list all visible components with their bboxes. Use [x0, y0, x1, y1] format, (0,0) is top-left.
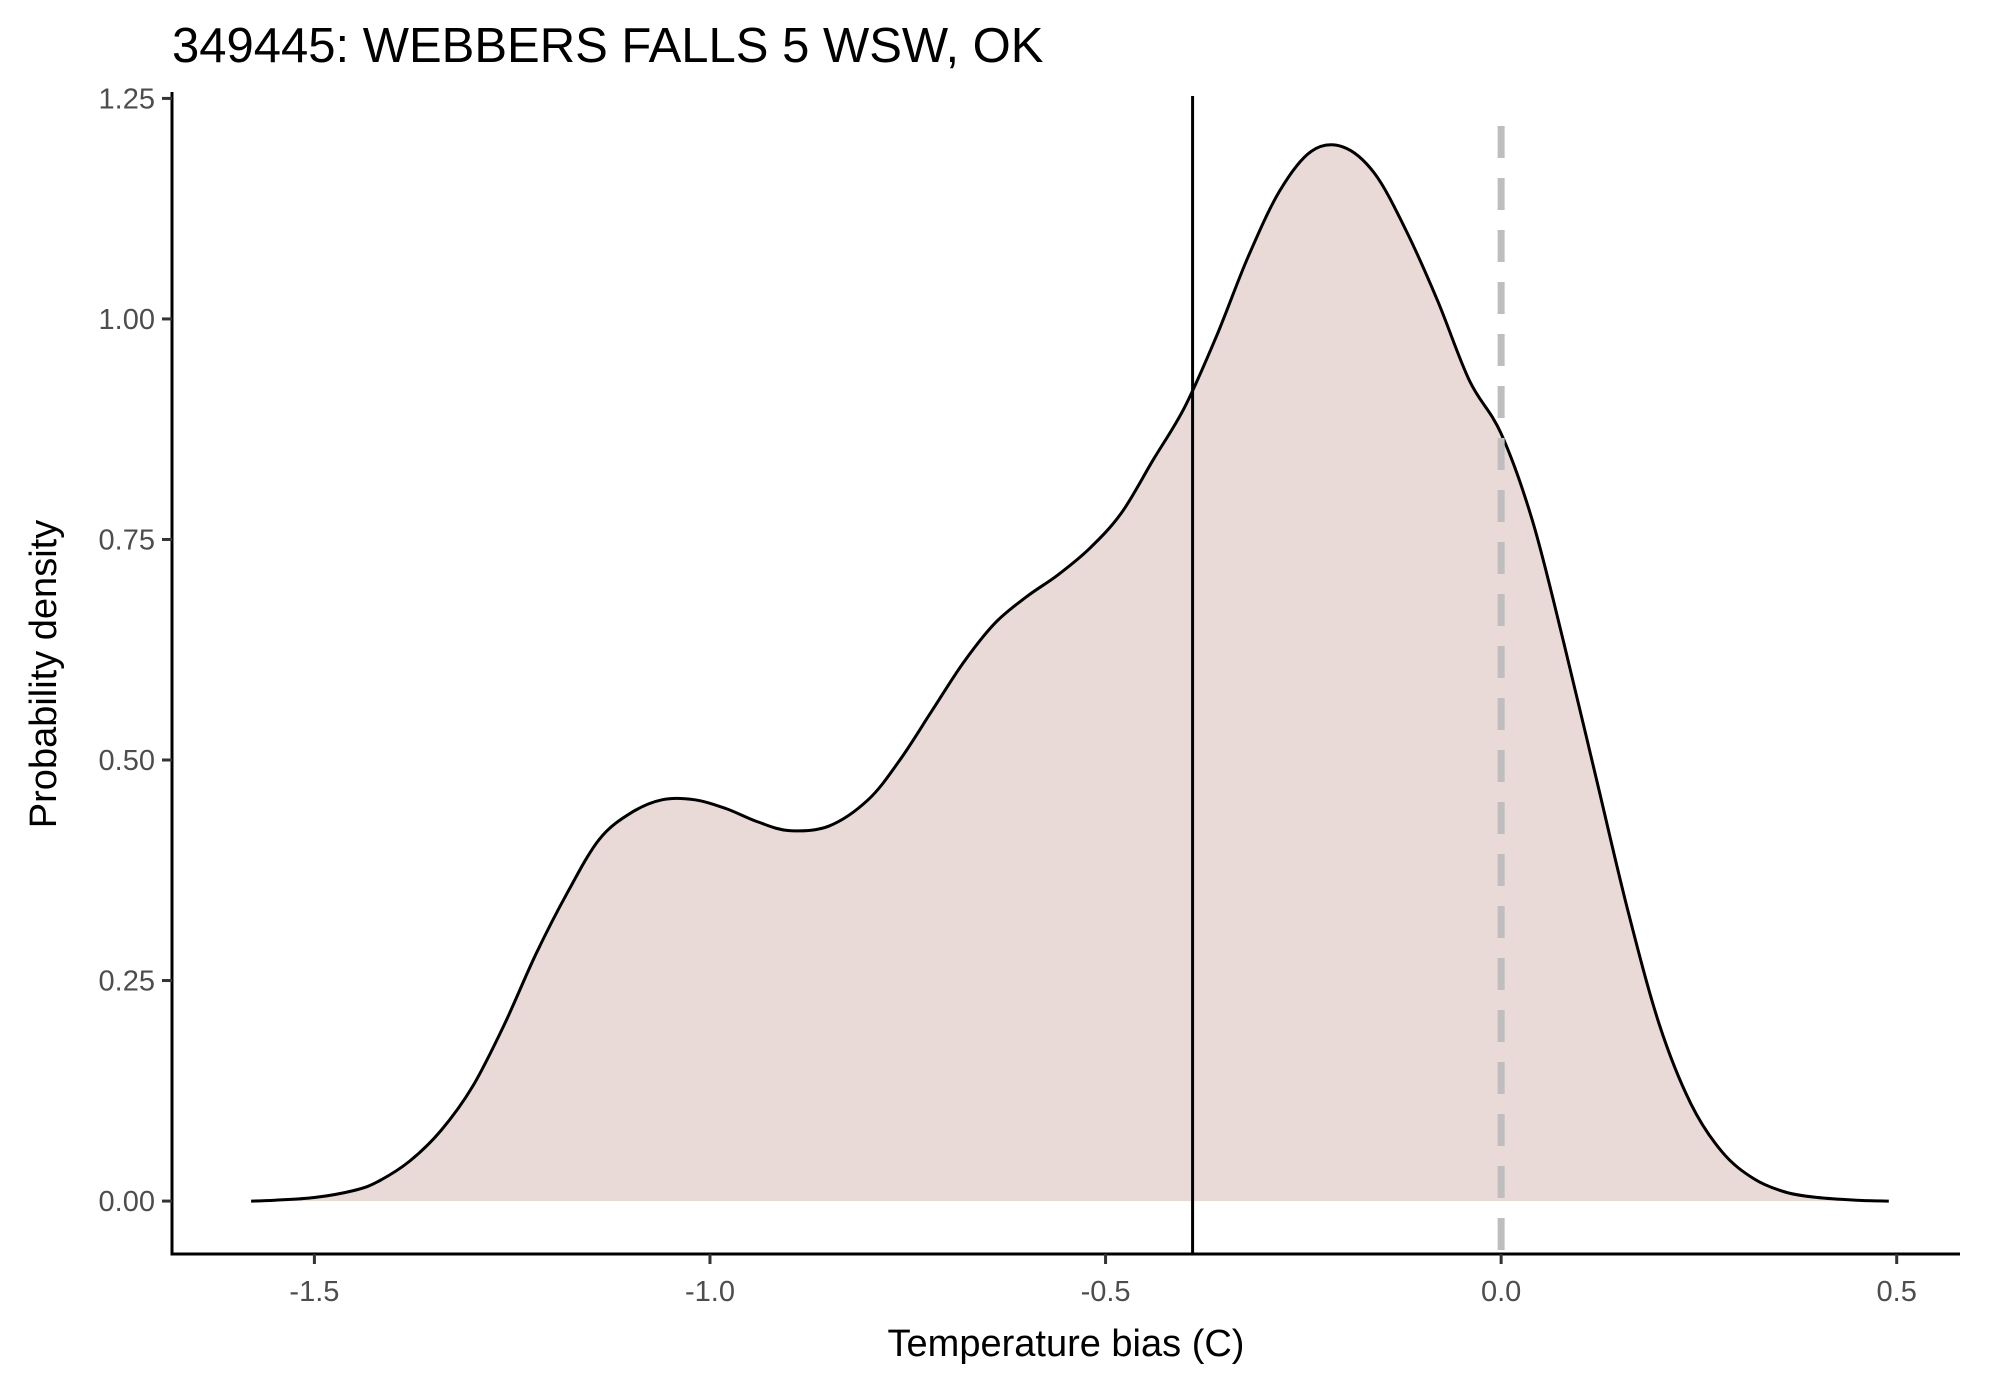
y-tick-label: 1.00: [99, 304, 155, 336]
chart-title: 349445: WEBBERS FALLS 5 WSW, OK: [172, 19, 1044, 73]
x-tick-label: -0.5: [1081, 1276, 1131, 1308]
x-tick-label: -1.5: [289, 1276, 339, 1308]
x-tick-label: 0.0: [1481, 1276, 1521, 1308]
x-axis-title: Temperature bias (C): [888, 1323, 1245, 1365]
y-tick-label: 1.25: [99, 83, 155, 115]
y-tick-label: 0.75: [99, 524, 155, 556]
y-tick-label: 0.00: [99, 1186, 155, 1218]
x-tick-label: 0.5: [1877, 1276, 1917, 1308]
density-fill-area: [251, 144, 1889, 1202]
y-axis-title: Probability density: [23, 520, 65, 828]
x-axis: -1.5 -1.0 -0.5 0.0 0.5: [170, 1252, 1960, 1308]
y-tick-label: 0.50: [99, 745, 155, 777]
x-tick-label: -1.0: [685, 1276, 735, 1308]
y-tick-label: 0.25: [99, 966, 155, 998]
density-curve-line: [251, 143, 1889, 1203]
plot-area: [251, 96, 1889, 1254]
y-axis: 0.00 0.25 0.50 0.75 1.00 1.25: [99, 83, 174, 1256]
